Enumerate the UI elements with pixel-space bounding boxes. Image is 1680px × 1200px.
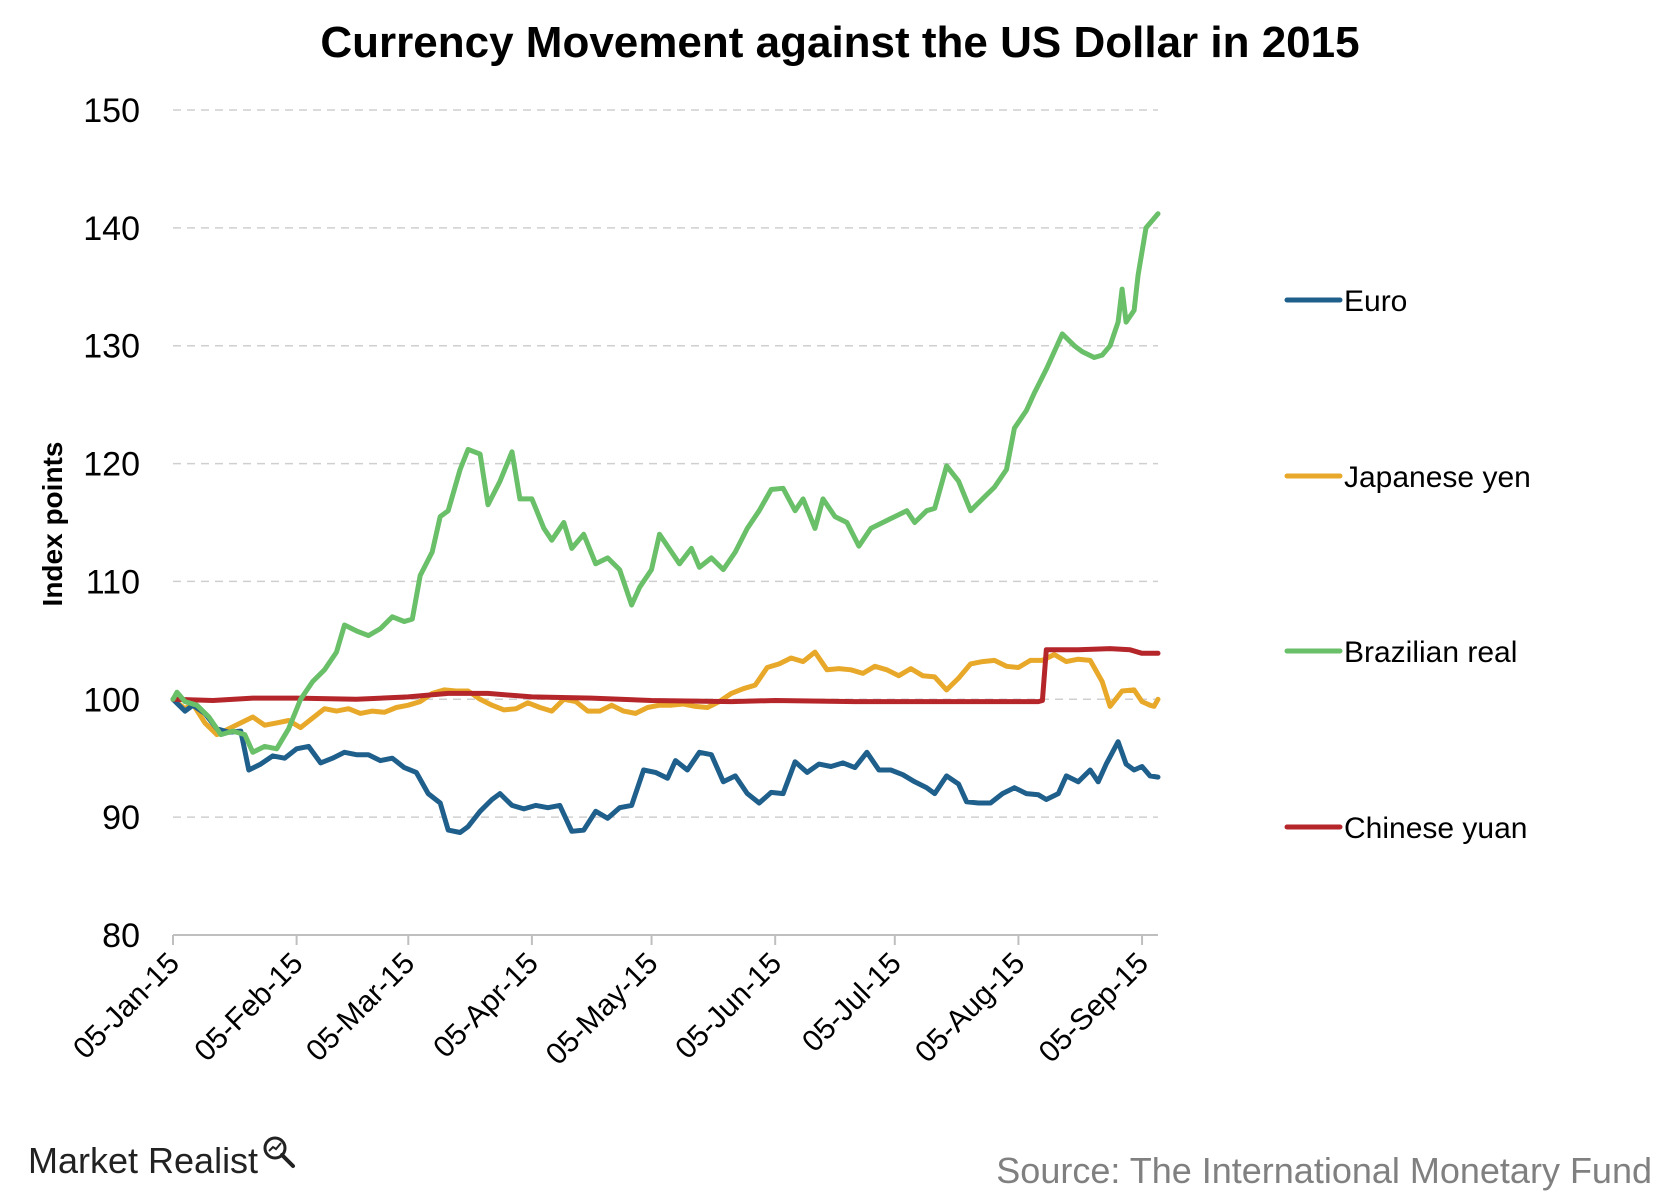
chart-title: Currency Movement against the US Dollar … — [320, 18, 1360, 67]
y-tick-label: 140 — [83, 210, 140, 248]
y-tick-label: 80 — [102, 917, 140, 955]
x-tick-label: 05-Aug-15 — [909, 947, 1031, 1069]
y-tick-labels: 80 90 100 110 120 130 140 150 — [83, 92, 140, 955]
x-tick-label: 05-Feb-15 — [188, 947, 309, 1068]
series-line-chinese-yuan — [170, 646, 1161, 705]
brand-name: Market Realist — [28, 1140, 259, 1181]
legend-label-japanese-yen: Japanese yen — [1344, 461, 1531, 494]
x-tick-label: 05-Jan-15 — [67, 947, 186, 1066]
x-tick-label: 05-May-15 — [540, 947, 665, 1072]
y-axis-label: Index points — [37, 442, 68, 607]
legend-label-brazilian-real: Brazilian real — [1344, 636, 1517, 669]
source-note: Source: The International Monetary Fund — [996, 1150, 1652, 1191]
y-tick-label: 120 — [83, 446, 140, 484]
y-tick-label: 100 — [83, 681, 140, 719]
x-tick-label: 05-Jun-15 — [669, 947, 788, 1066]
series-line-brazilian-real — [170, 211, 1161, 755]
x-tick-label: 05-Sep-15 — [1033, 947, 1155, 1069]
series-line-japanese-yen — [170, 649, 1161, 738]
axes — [172, 934, 1158, 945]
y-tick-label: 150 — [83, 92, 140, 130]
legend: Euro Japanese yen Brazilian real Chinese yu… — [1284, 285, 1531, 845]
brand-logo: Market Realist — [28, 1136, 296, 1182]
y-tick-label: 110 — [86, 563, 140, 601]
series-line-euro — [170, 696, 1161, 835]
legend-label-euro: Euro — [1344, 285, 1407, 318]
magnifier-chart-icon — [263, 1136, 296, 1168]
y-tick-label: 90 — [102, 799, 140, 837]
x-tick-label: 05-Jul-15 — [796, 947, 908, 1059]
legend-label-chinese-yuan: Chinese yuan — [1344, 812, 1527, 845]
y-tick-label: 130 — [83, 328, 140, 366]
x-tick-label: 05-Apr-15 — [427, 947, 545, 1065]
x-tick-label: 05-Mar-15 — [300, 947, 421, 1068]
series-lines — [170, 211, 1161, 835]
